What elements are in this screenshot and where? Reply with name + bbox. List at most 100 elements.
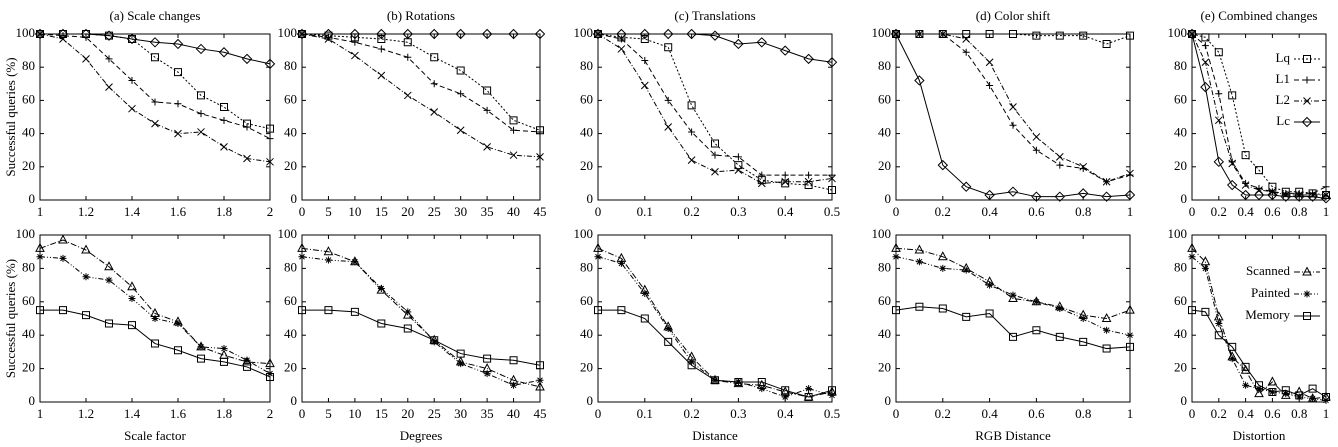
x-tick-label: 1.4: [124, 406, 141, 421]
marker: [536, 152, 544, 161]
marker: [641, 289, 649, 297]
marker: [640, 34, 649, 43]
marker: [297, 242, 307, 252]
marker: [1267, 376, 1278, 386]
x-tick-label: 25: [428, 204, 441, 219]
x-tick-label: 1.8: [216, 204, 232, 219]
marker: [1228, 342, 1237, 351]
marker: [35, 242, 45, 252]
y-tick-label: 20: [22, 360, 35, 375]
x-tick-label: 1: [1127, 406, 1134, 421]
marker: [1253, 189, 1265, 201]
y-tick-label: 80: [284, 58, 297, 73]
x-tick-label: 0: [1189, 406, 1196, 421]
marker: [709, 30, 721, 41]
marker: [756, 37, 768, 48]
marker: [711, 151, 719, 159]
marker: [402, 28, 413, 40]
marker: [688, 128, 696, 136]
marker: [483, 370, 491, 378]
marker: [734, 161, 743, 170]
series-line: [39, 239, 271, 365]
series-line: [39, 256, 271, 375]
plot-frame: [597, 234, 833, 403]
marker: [404, 308, 412, 316]
y-tick-label: 40: [1174, 125, 1187, 140]
marker: [1186, 28, 1198, 40]
marker: [1077, 188, 1089, 199]
series-line: [40, 33, 271, 65]
marker: [298, 253, 306, 261]
marker: [105, 55, 113, 63]
marker: [266, 372, 274, 381]
marker: [351, 51, 359, 60]
marker: [985, 58, 994, 67]
y-tick-label: 0: [587, 191, 594, 206]
y-axis-label: Successful queries (%): [3, 57, 18, 176]
marker: [174, 320, 182, 328]
y-tick-label: 100: [872, 25, 892, 40]
marker: [82, 33, 90, 41]
marker: [1228, 159, 1237, 168]
y-tick-label: 40: [580, 125, 593, 140]
marker: [82, 273, 90, 281]
marker: [962, 35, 971, 43]
marker: [481, 28, 493, 40]
marker: [151, 98, 159, 106]
marker: [58, 234, 68, 244]
series-line: [40, 33, 271, 130]
marker: [1241, 362, 1250, 371]
marker: [711, 376, 719, 385]
marker: [617, 45, 626, 53]
marker: [220, 357, 228, 366]
y-tick-label: 0: [29, 393, 36, 408]
x-tick-label: 45: [534, 406, 547, 421]
x-tick-label: 0.6: [1028, 204, 1045, 219]
x-axis-label: RGB Distance: [975, 428, 1051, 443]
x-tick-label: 0.4: [777, 204, 794, 219]
x-tick-label: 0.8: [1075, 406, 1091, 421]
marker: [711, 139, 719, 148]
marker: [483, 106, 491, 114]
marker: [687, 156, 696, 165]
marker: [1242, 381, 1250, 389]
x-tick-label: 5: [325, 406, 332, 421]
y-tick-label: 80: [878, 259, 891, 274]
plot-frame: [39, 33, 271, 201]
x-tick-label: 1: [1127, 204, 1134, 219]
x-tick-label: 0: [595, 406, 602, 421]
marker: [962, 266, 970, 274]
marker: [1009, 30, 1017, 38]
marker: [298, 306, 306, 315]
marker: [1320, 193, 1332, 204]
x-tick-label: 0.8: [1291, 204, 1307, 219]
marker: [962, 48, 970, 56]
x-tick-label: 0: [595, 204, 602, 219]
y-tick-label: 40: [878, 125, 891, 140]
x-tick-label: 0.1: [637, 406, 653, 421]
marker: [220, 116, 228, 124]
x-tick-label: 30: [454, 406, 467, 421]
marker: [1322, 191, 1330, 199]
y-tick-label: 40: [22, 125, 35, 140]
marker: [1054, 191, 1066, 202]
marker: [1200, 81, 1211, 93]
series-line: [302, 309, 541, 366]
marker: [1032, 31, 1041, 40]
marker: [803, 53, 814, 65]
series-line: [301, 247, 541, 388]
marker: [243, 154, 251, 163]
y-tick-label: 100: [872, 226, 892, 241]
x-tick-label: 0.4: [981, 406, 998, 421]
marker: [1079, 31, 1088, 40]
y-tick-label: 20: [284, 158, 297, 173]
marker: [1255, 381, 1263, 390]
marker: [1268, 387, 1277, 396]
marker: [266, 124, 274, 133]
marker: [1201, 42, 1209, 50]
marker: [1201, 33, 1210, 42]
marker: [1009, 103, 1017, 111]
x-tick-label: 5: [325, 204, 332, 219]
marker: [1215, 90, 1223, 98]
